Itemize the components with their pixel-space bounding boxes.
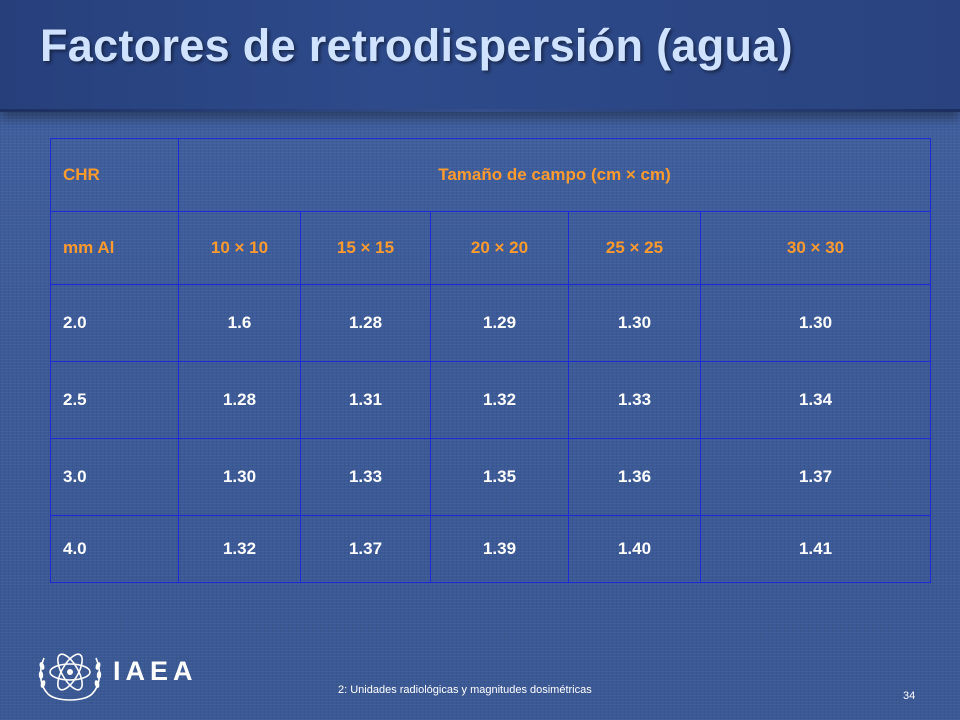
table-cell: 1.39 xyxy=(430,515,569,583)
title-band xyxy=(0,0,960,112)
table-cell: 1.30 xyxy=(178,438,301,516)
backscatter-table: CHR Tamaño de campo (cm × cm) mm Al 10 ×… xyxy=(50,138,932,583)
table-cell: 4.0 xyxy=(50,515,179,583)
header-cell-field-size: Tamaño de campo (cm × cm) xyxy=(177,138,932,212)
table-cell: 1.40 xyxy=(568,515,701,583)
slide-title: Factores de retrodispersión (agua) xyxy=(40,20,793,71)
table-cell: 1.33 xyxy=(568,361,701,439)
table-row: 4.0 1.32 1.37 1.39 1.40 1.41 xyxy=(50,515,932,583)
table-cell: 2.0 xyxy=(50,284,179,362)
subheader-cell: mm Al xyxy=(50,211,179,285)
subheader-cell: 20 × 20 xyxy=(430,211,569,285)
table-row: 2.0 1.6 1.28 1.29 1.30 1.30 xyxy=(50,284,932,362)
table-row: 3.0 1.30 1.33 1.35 1.36 1.37 xyxy=(50,438,932,516)
subheader-cell: 15 × 15 xyxy=(300,211,431,285)
table-cell: 1.29 xyxy=(430,284,569,362)
table-cell: 1.35 xyxy=(430,438,569,516)
table-cell: 3.0 xyxy=(50,438,179,516)
table-cell: 2.5 xyxy=(50,361,179,439)
table-cell: 1.30 xyxy=(699,284,932,362)
header-cell-chr: CHR xyxy=(50,138,179,212)
table-cell: 1.30 xyxy=(568,284,701,362)
subheader-cell: 25 × 25 xyxy=(568,211,701,285)
table-header-row: CHR Tamaño de campo (cm × cm) xyxy=(50,138,932,212)
table-cell: 1.31 xyxy=(300,361,431,439)
table-cell: 1.33 xyxy=(300,438,431,516)
iaea-logo-text: IAEA xyxy=(113,656,198,686)
table-cell: 1.28 xyxy=(300,284,431,362)
table-cell: 1.6 xyxy=(178,284,301,362)
table-cell: 1.32 xyxy=(430,361,569,439)
page-number: 34 xyxy=(903,690,916,702)
footer-note: 2: Unidades radiológicas y magnitudes do… xyxy=(338,684,592,696)
table-cell: 1.36 xyxy=(568,438,701,516)
table-cell: 1.41 xyxy=(699,515,932,583)
iaea-logo-icon xyxy=(38,653,102,701)
table-row: 2.5 1.28 1.31 1.32 1.33 1.34 xyxy=(50,361,932,439)
table-cell: 1.37 xyxy=(300,515,431,583)
table-cell: 1.34 xyxy=(699,361,932,439)
table-cell: 1.28 xyxy=(178,361,301,439)
subheader-cell: 10 × 10 xyxy=(178,211,301,285)
table-cell: 1.37 xyxy=(699,438,932,516)
table-cell: 1.32 xyxy=(178,515,301,583)
table-subheader-row: mm Al 10 × 10 15 × 15 20 × 20 25 × 25 30… xyxy=(50,211,932,285)
subheader-cell: 30 × 30 xyxy=(699,211,932,285)
